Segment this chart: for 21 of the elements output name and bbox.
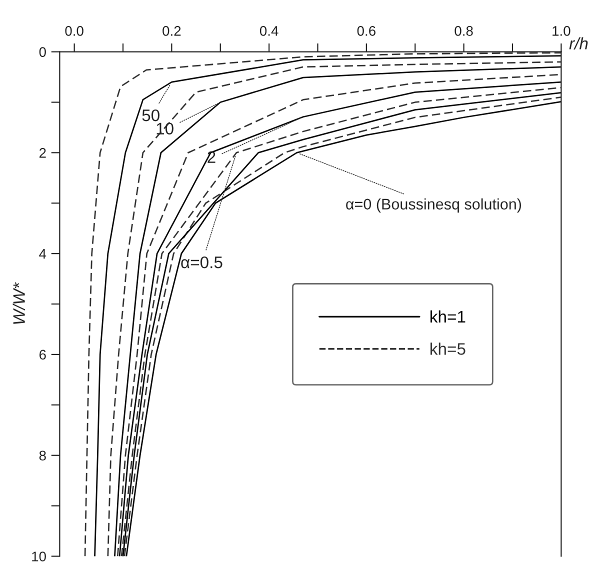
annotation: 10 bbox=[156, 122, 174, 134]
y-tick-label: 6 bbox=[39, 350, 46, 360]
x-axis-title: r/h bbox=[569, 37, 588, 50]
y-tick-label: 0 bbox=[39, 47, 46, 57]
y-tick-label: 4 bbox=[39, 249, 46, 259]
y-tick-label: 10 bbox=[32, 552, 46, 562]
x-tick-label: 1.0 bbox=[552, 26, 570, 36]
y-tick-label: 2 bbox=[39, 148, 46, 158]
annotation: α=0.5 bbox=[181, 256, 222, 268]
x-tick-label: 0.4 bbox=[260, 26, 278, 36]
annotation: 50 bbox=[142, 109, 160, 122]
x-tick-label: 0.6 bbox=[357, 26, 376, 36]
y-tick-label: 8 bbox=[39, 450, 46, 461]
x-tick-label: 0.0 bbox=[65, 26, 84, 36]
x-tick-label: 0.2 bbox=[162, 26, 181, 36]
y-axis-title: W/W* bbox=[12, 282, 25, 324]
text: kh=1 bbox=[430, 310, 466, 322]
x-tick-label: 0.8 bbox=[454, 26, 473, 36]
annotation: 2 bbox=[208, 151, 216, 163]
text: kh=5 bbox=[430, 342, 466, 355]
annotation: α=0 (Boussinesq solution) bbox=[346, 198, 522, 213]
